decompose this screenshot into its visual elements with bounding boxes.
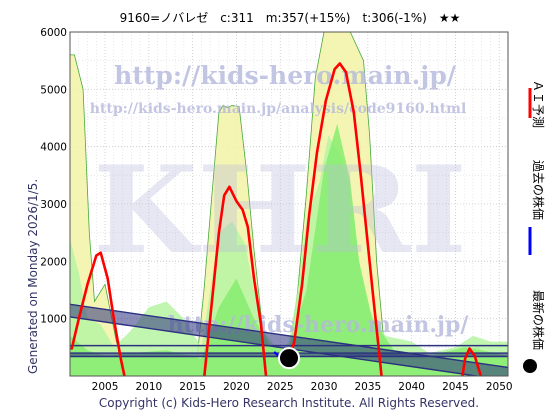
y-tick-label: 2000	[40, 256, 67, 268]
x-axis-ticks: 2005 2010 2015 2020 2025 2030 2035 2040 2045 2050	[92, 381, 513, 393]
x-tick-label: 2020	[223, 381, 250, 393]
y-tick-label: 6000	[40, 27, 67, 39]
x-tick-label: 2035	[354, 381, 381, 393]
mid-band	[70, 135, 508, 376]
y-tick-label: 4000	[40, 142, 67, 154]
x-tick-label: 2005	[92, 381, 119, 393]
x-tick-label: 2030	[311, 381, 338, 393]
watermark-url-path: http://kids-hero.main.jp/analysis/code91…	[90, 101, 467, 117]
legend-label-ai: ＡＩ予測	[531, 80, 545, 128]
watermarks: KHRI http://kids-hero.main.jp/ http://ki…	[90, 61, 470, 338]
generated-date-label: Generated on Monday 2026/1/5.	[26, 179, 40, 374]
x-tick-label: 2050	[486, 381, 513, 393]
ai-forecast-line-1	[203, 185, 268, 376]
x-tick-label: 2025	[267, 381, 294, 393]
x-tick-label: 2015	[179, 381, 206, 393]
watermark-url-top: http://kids-hero.main.jp/	[114, 61, 457, 90]
ai-forecast-line-3	[461, 347, 483, 376]
x-tick-label: 2010	[135, 381, 162, 393]
legend-label-past: 過去の株価	[531, 160, 546, 220]
y-tick-label: 5000	[40, 84, 67, 96]
legend-label-latest: 最新の株価	[531, 290, 546, 350]
legend-swatch-latest	[523, 359, 537, 373]
chart-title: 9160=ノバレゼ c:311 m:357(+15%) t:306(-1%) ★…	[120, 11, 461, 25]
latest-price-dot	[278, 347, 300, 370]
ai-forecast-line-0	[70, 251, 126, 376]
upper-band	[70, 32, 508, 376]
trend-channel	[70, 304, 508, 376]
y-tick-label: 1000	[40, 314, 67, 326]
latest-price-marker	[278, 347, 300, 370]
low-band	[70, 123, 508, 376]
x-tick-label: 2040	[398, 381, 425, 393]
copyright-footer: Copyright (c) Kids-Hero Research Institu…	[99, 396, 479, 410]
ai-forecast-line-2	[286, 62, 383, 376]
y-axis-ticks: 1000 2000 3000 4000 5000 6000	[40, 27, 67, 326]
plot-frame	[69, 31, 509, 377]
x-tick-label: 2045	[442, 381, 469, 393]
watermark-khri: KHRI	[93, 140, 467, 281]
ai-forecast-series	[70, 62, 483, 376]
y-tick-label: 3000	[40, 199, 67, 211]
